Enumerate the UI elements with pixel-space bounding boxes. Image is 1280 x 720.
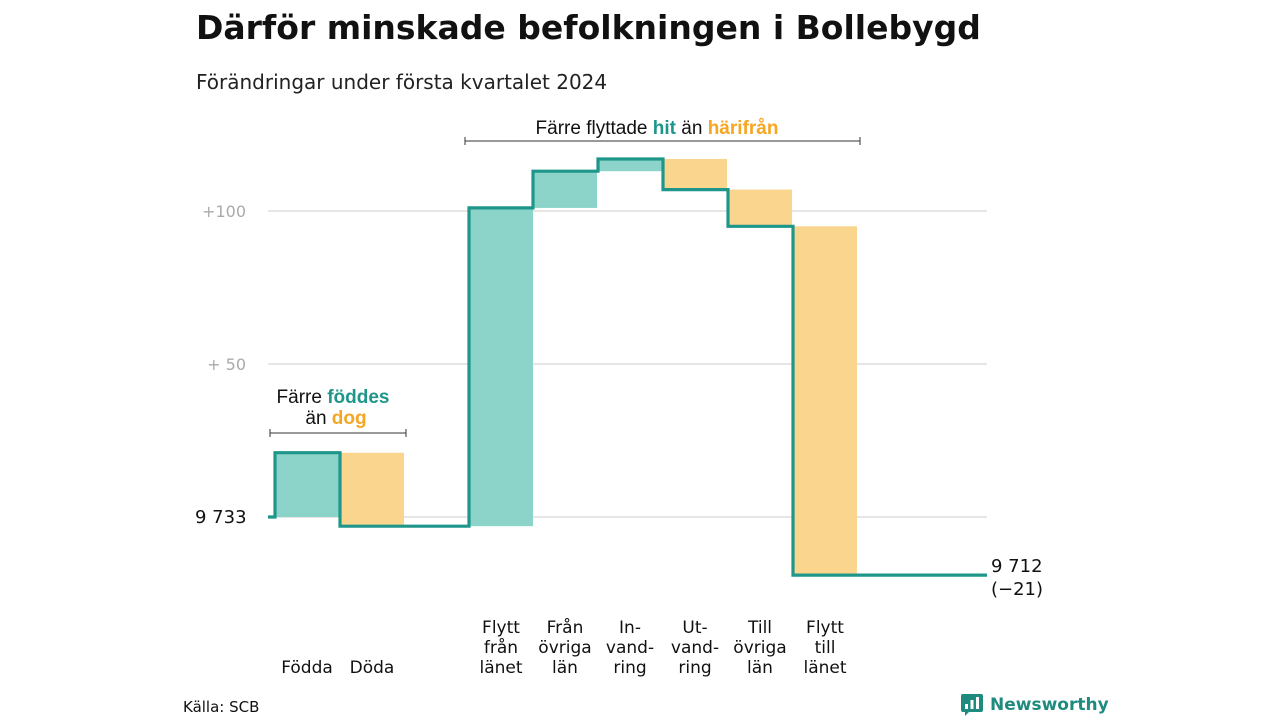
- category-label: vand-: [606, 638, 654, 658]
- category-label: Flytt: [806, 618, 844, 638]
- births-annotation-prefix: Färre: [277, 387, 322, 408]
- births-annotation-mid: än: [305, 408, 326, 429]
- moves-annotation-out-word: härifrån: [708, 118, 779, 139]
- category-label: Flytt: [482, 618, 520, 638]
- chart-subtitle: Förändringar under första kvartalet 2024: [196, 70, 608, 94]
- bar: [663, 158, 727, 190]
- bar: [728, 189, 792, 227]
- end-change-label: (−21): [991, 579, 1043, 600]
- bar: [598, 158, 662, 172]
- brand-logo: Newsworthy: [960, 692, 1109, 718]
- category-label: övriga: [538, 638, 591, 658]
- births-annotation-in-word: föddes: [327, 387, 389, 408]
- category-label: ring: [613, 658, 646, 678]
- bar: [793, 226, 857, 576]
- births-annotation-out-word: dog: [332, 408, 367, 429]
- moves-annotation-prefix: Färre flyttade: [536, 118, 648, 139]
- category-label: ring: [678, 658, 711, 678]
- brand-name: Newsworthy: [990, 695, 1109, 715]
- moves-annotation-in-word: hit: [653, 118, 677, 139]
- category-label: Döda: [350, 658, 395, 678]
- category-label: Ut-: [682, 618, 707, 638]
- bar: [533, 171, 597, 208]
- chart-title: Därför minskade befolkningen i Bollebygd: [196, 8, 981, 47]
- category-label: Födda: [281, 658, 333, 678]
- category-label: till: [815, 638, 836, 658]
- category-label: länet: [479, 658, 522, 678]
- end-value-label: 9 712: [991, 556, 1043, 577]
- y-tick-label: + 50: [207, 355, 246, 374]
- bar: [340, 452, 404, 527]
- category-label: Från: [547, 617, 584, 638]
- category-label: In-: [619, 618, 641, 638]
- category-label: län: [552, 658, 578, 678]
- cumulative-step-line: [268, 157, 987, 577]
- y-tick-label: +100: [202, 202, 246, 221]
- category-label: vand-: [671, 638, 719, 658]
- births-annotation-line2: än dog: [305, 408, 366, 429]
- category-label: övriga: [733, 638, 786, 658]
- start-value-label: 9 733: [195, 507, 247, 528]
- moves-annotation: Färre flyttade hit än härifrån: [536, 118, 779, 139]
- births-annotation-line1: Färre föddes: [277, 387, 390, 408]
- category-label: Till: [747, 618, 772, 638]
- category-label: från: [484, 637, 518, 658]
- bar: [469, 207, 533, 527]
- bar: [275, 452, 339, 517]
- moves-annotation-mid: än: [681, 118, 702, 139]
- source-note: Källa: SCB: [183, 698, 260, 716]
- newsworthy-logo-icon: [961, 694, 983, 716]
- category-label: länet: [803, 658, 846, 678]
- category-label: län: [747, 658, 773, 678]
